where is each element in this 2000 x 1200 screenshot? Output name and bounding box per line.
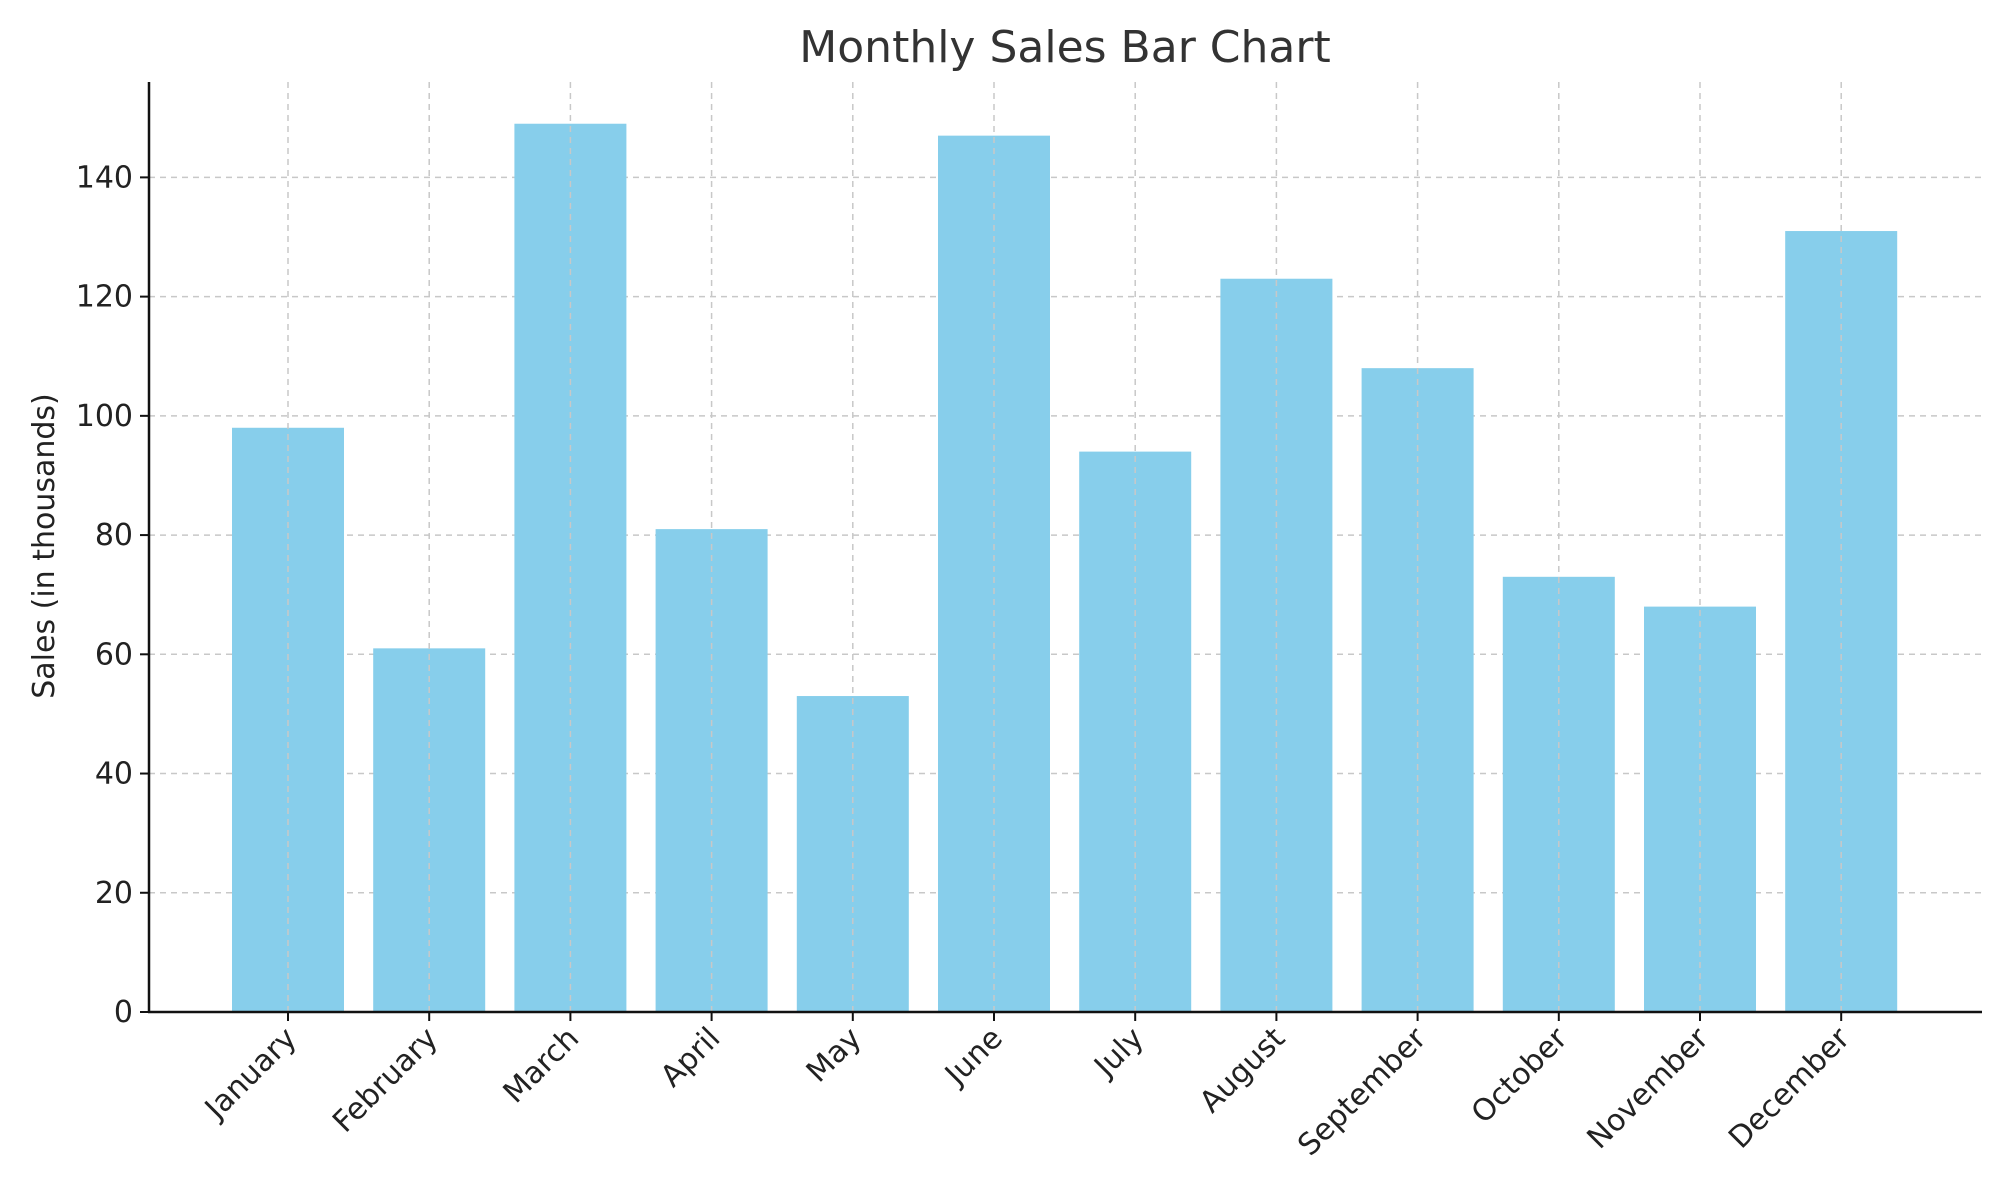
x-tick-labels: January February March April May June July Augu… — [197, 1020, 1857, 1162]
y-tick-label: 0 — [114, 995, 133, 1030]
x-tick-label: October — [1465, 1020, 1575, 1130]
bar-october — [1502, 576, 1615, 1012]
y-tick-labels: 0 20 40 60 80 100 120 140 — [76, 160, 133, 1030]
x-tick-label: May — [800, 1021, 869, 1090]
grid-layer — [149, 176, 1982, 894]
x-tick-label: November — [1581, 1020, 1717, 1156]
bar-june — [938, 135, 1050, 1013]
y-tick-label: 40 — [95, 757, 133, 792]
x-tick-label: April — [654, 1021, 727, 1094]
x-tick-label: March — [497, 1021, 586, 1110]
chart-title: Monthly Sales Bar Chart — [799, 22, 1330, 73]
bars-layer — [232, 82, 1898, 1013]
y-tick-label: 100 — [76, 399, 133, 434]
y-axis-title: Sales (in thousands) — [27, 393, 62, 699]
y-tick-label: 120 — [76, 280, 133, 315]
x-tick-label: September — [1291, 1020, 1433, 1162]
x-tick-label: July — [1087, 1021, 1151, 1085]
y-tick-label: 20 — [95, 876, 133, 911]
y-tick-label: 140 — [76, 160, 133, 195]
x-tick-label: January — [197, 1021, 304, 1128]
y-tick-label: 60 — [95, 637, 133, 672]
x-tick-label: June — [937, 1021, 1009, 1093]
x-tick-label: August — [1193, 1021, 1292, 1120]
y-tick-label: 80 — [95, 518, 133, 553]
x-tick-label: February — [326, 1021, 445, 1140]
axes-layer — [140, 82, 1982, 1021]
x-tick-label: December — [1722, 1020, 1857, 1155]
